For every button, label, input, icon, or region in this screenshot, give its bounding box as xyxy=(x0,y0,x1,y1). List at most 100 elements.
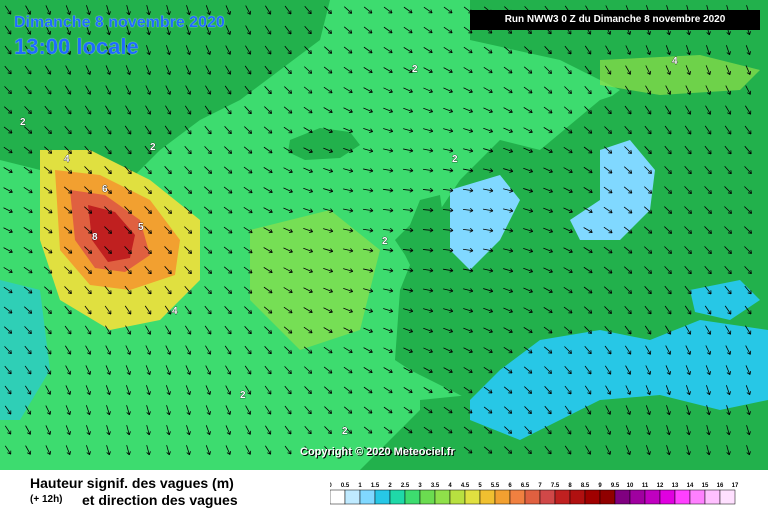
wave-direction-arrow xyxy=(605,45,612,55)
wave-direction-arrow xyxy=(184,105,192,115)
baltic-sea xyxy=(570,140,655,240)
wave-direction-arrow xyxy=(402,168,414,173)
wave-direction-arrow xyxy=(24,306,33,314)
wave-direction-arrow xyxy=(623,246,633,254)
wave-direction-arrow xyxy=(64,286,72,294)
wave-direction-arrow xyxy=(4,425,12,435)
wave-direction-arrow xyxy=(224,126,232,135)
wave-direction-arrow xyxy=(543,227,553,233)
wave-direction-arrow xyxy=(725,85,732,95)
wave-direction-arrow xyxy=(343,87,353,94)
wave-direction-arrow xyxy=(343,366,353,374)
scale-swatch xyxy=(584,489,601,505)
sea-patch-north-4m xyxy=(600,55,760,95)
wave-direction-arrow xyxy=(24,345,32,355)
wave-direction-arrow xyxy=(684,166,692,175)
wave-direction-arrow xyxy=(625,445,632,455)
wave-direction-arrow xyxy=(303,247,313,253)
wave-direction-arrow xyxy=(126,45,131,56)
wave-direction-arrow xyxy=(423,426,433,434)
wave-direction-arrow xyxy=(184,305,192,315)
wave-direction-arrow xyxy=(146,445,151,456)
wave-direction-arrow xyxy=(24,65,32,75)
wave-direction-arrow xyxy=(63,206,73,214)
wave-direction-arrow xyxy=(304,445,312,455)
wave-direction-arrow xyxy=(563,247,573,254)
wave-direction-arrow xyxy=(706,405,711,416)
map-canvas: 2 4 6 8 5 4 2 2 2 4 2 2 2 xyxy=(0,0,768,470)
wave-direction-arrow xyxy=(65,85,72,95)
wave-direction-arrow xyxy=(205,65,212,75)
wave-direction-arrow xyxy=(363,6,373,14)
scale-swatch xyxy=(419,489,436,505)
wave-direction-arrow xyxy=(603,206,613,214)
wave-direction-arrow xyxy=(684,226,692,234)
wave-direction-arrow xyxy=(104,285,112,295)
wave-direction-arrow xyxy=(23,146,33,154)
wave-direction-arrow xyxy=(423,107,434,113)
contour-labels: 2 4 6 8 5 4 2 2 2 4 2 2 2 xyxy=(20,56,679,438)
wave-direction-arrow xyxy=(185,65,192,75)
wave-direction-arrow xyxy=(4,346,12,354)
wave-direction-arrow xyxy=(666,445,671,456)
wave-direction-arrow xyxy=(644,186,653,194)
wave-direction-arrow xyxy=(105,345,112,355)
wave-direction-arrow xyxy=(383,128,394,133)
wave-direction-arrow xyxy=(624,105,632,115)
wave-direction-arrow xyxy=(85,365,92,375)
wave-direction-arrow xyxy=(65,405,72,415)
wave-direction-arrow xyxy=(64,166,73,174)
wave-direction-arrow xyxy=(264,86,272,95)
wave-direction-arrow xyxy=(225,45,232,55)
wave-direction-arrow xyxy=(265,425,272,435)
wave-direction-arrow xyxy=(244,326,252,335)
wave-direction-arrow xyxy=(604,345,612,355)
wave-direction-arrow xyxy=(25,445,32,455)
wave-direction-arrow xyxy=(443,426,453,434)
wave-direction-arrow xyxy=(724,266,732,275)
scale-swatch xyxy=(374,489,391,505)
wave-direction-arrow xyxy=(125,325,132,335)
wave-direction-arrow xyxy=(264,346,272,355)
wave-direction-arrow xyxy=(363,406,373,414)
wave-direction-arrow xyxy=(745,85,752,95)
wave-direction-arrow xyxy=(283,167,293,174)
wave-direction-arrow xyxy=(124,165,132,175)
contour-value-label: 6 xyxy=(102,184,108,195)
wave-direction-arrow xyxy=(323,248,334,253)
wave-direction-arrow xyxy=(584,106,592,114)
wave-direction-arrow xyxy=(185,405,191,416)
wave-direction-arrow xyxy=(745,45,751,56)
wave-direction-arrow xyxy=(483,208,494,213)
wave-direction-arrow xyxy=(402,247,414,253)
wave-direction-arrow xyxy=(323,147,333,154)
wave-direction-arrow xyxy=(383,26,393,34)
wave-direction-arrow xyxy=(423,347,433,354)
wave-direction-arrow xyxy=(23,266,33,274)
wave-direction-arrow xyxy=(644,105,652,115)
wave-direction-arrow xyxy=(684,186,692,194)
wave-direction-arrow xyxy=(563,126,573,134)
wave-direction-arrow xyxy=(124,186,132,194)
wave-direction-arrow xyxy=(403,6,413,14)
contour-value-label: 4 xyxy=(672,56,678,67)
wave-direction-arrow xyxy=(443,128,454,133)
wave-direction-arrow xyxy=(685,85,692,95)
wave-direction-arrow xyxy=(605,425,612,435)
wave-direction-arrow xyxy=(624,125,632,135)
wave-direction-arrow xyxy=(544,425,552,435)
wave-direction-arrow xyxy=(684,305,692,315)
scale-tick-label: 9 xyxy=(598,483,602,489)
wave-direction-arrow xyxy=(462,248,474,253)
wave-direction-arrow xyxy=(204,325,212,335)
wave-direction-arrow xyxy=(423,288,434,293)
wave-direction-arrow xyxy=(264,365,272,375)
wave-direction-arrow xyxy=(382,187,394,193)
wave-direction-arrow xyxy=(523,188,534,193)
wave-direction-arrow xyxy=(104,226,112,234)
wave-direction-arrow xyxy=(745,345,752,355)
wave-direction-arrow xyxy=(422,207,434,213)
contour-value-label: 2 xyxy=(20,117,26,128)
wave-direction-arrow xyxy=(463,347,473,354)
wave-direction-arrow xyxy=(323,327,333,334)
